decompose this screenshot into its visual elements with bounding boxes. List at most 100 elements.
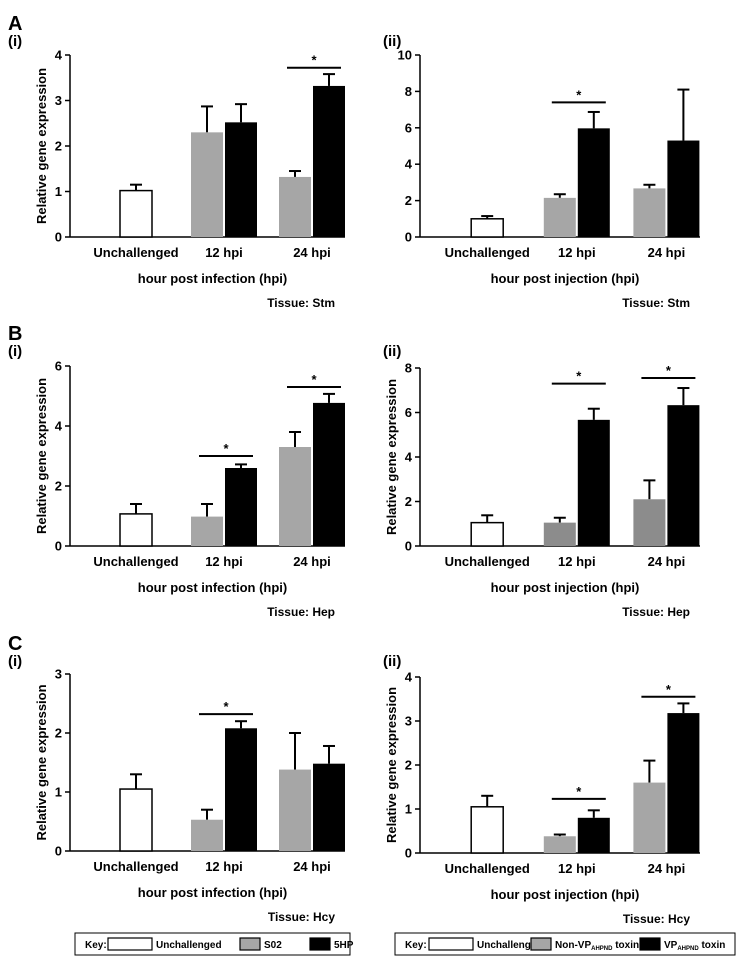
bar — [667, 405, 700, 546]
chart-panel-B-i: B(i) 0 2 4 6 Relative gene expression Unchalle… — [8, 323, 345, 619]
bar — [667, 713, 700, 853]
chart-panel-A-i: A(i) 0 1 2 3 4 Relative gene expression Unchall… — [8, 13, 345, 310]
legend-key-1: Key: Unchallenged S02 5HP — [74, 932, 354, 956]
x-axis-label: hour post infection (hpi) — [138, 885, 287, 900]
panel-label: (ii) — [383, 343, 401, 360]
x-tick-label: 24 hpi — [648, 861, 686, 876]
significance-star: * — [223, 699, 229, 714]
bar — [119, 788, 153, 852]
bar — [225, 728, 257, 851]
bar — [279, 176, 311, 237]
bar — [543, 836, 576, 853]
y-tick-label: 0 — [405, 539, 412, 554]
x-tick-label: 12 hpi — [205, 554, 243, 569]
bar — [191, 516, 223, 546]
y-axis-label: Relative gene expression — [384, 687, 399, 843]
bar — [313, 763, 345, 851]
y-axis-label: Relative gene expression — [34, 684, 49, 840]
chart-panel-C-i: C(i) 0 1 2 3 Relative gene expression Unchalle… — [8, 633, 345, 924]
x-tick-label: Unchallenged — [93, 554, 178, 569]
bar — [191, 819, 223, 851]
bar — [577, 128, 610, 237]
x-axis-label: hour post injection (hpi) — [491, 580, 640, 595]
bar — [313, 85, 345, 237]
y-tick-label: 2 — [405, 494, 412, 509]
chart-panel-C-ii: (ii) 0 1 2 3 4 Relative gene expression Unchall… — [383, 653, 700, 926]
tissue-label: Tissue: Hep — [267, 605, 335, 619]
legend-swatch — [239, 937, 261, 951]
x-tick-label: 12 hpi — [558, 245, 596, 260]
section-letter: A — [8, 13, 22, 35]
section-letter: B — [8, 323, 22, 345]
x-tick-label: 12 hpi — [558, 554, 596, 569]
x-axis-label: hour post injection (hpi) — [491, 271, 640, 286]
x-tick-label: Unchallenged — [93, 245, 178, 260]
significance-star: * — [666, 363, 672, 378]
y-axis-label: Relative gene expression — [384, 379, 399, 535]
panel-label: (i) — [8, 33, 22, 50]
panel-label: (ii) — [383, 33, 401, 50]
tissue-label: Tissue: Hcy — [268, 910, 335, 924]
x-tick-label: 12 hpi — [205, 245, 243, 260]
significance-star: * — [666, 682, 672, 697]
y-tick-label: 3 — [55, 93, 62, 108]
x-tick-label: 12 hpi — [558, 861, 596, 876]
significance-star: * — [576, 784, 582, 799]
legend-swatch — [107, 937, 153, 951]
bar — [279, 769, 311, 851]
significance-star: * — [576, 369, 582, 384]
bar — [543, 522, 576, 546]
section-letter: C — [8, 633, 22, 655]
bar — [470, 521, 504, 547]
y-tick-label: 0 — [405, 230, 412, 245]
bar — [191, 132, 223, 237]
y-tick-label: 6 — [405, 120, 412, 135]
y-tick-label: 10 — [398, 48, 412, 63]
y-tick-label: 2 — [405, 193, 412, 208]
legend-label: Unchallenged — [156, 940, 222, 951]
bar — [225, 468, 257, 546]
y-tick-label: 3 — [55, 667, 62, 682]
y-tick-label: 6 — [405, 405, 412, 420]
legend-label: 5HP — [334, 940, 354, 951]
x-tick-label: 24 hpi — [293, 859, 331, 874]
legend-swatch — [428, 937, 474, 951]
bar — [577, 419, 610, 546]
y-tick-label: 0 — [55, 844, 62, 859]
bar — [313, 402, 345, 546]
bar — [225, 122, 257, 237]
y-tick-label: 2 — [55, 479, 62, 494]
bar — [543, 197, 576, 237]
y-tick-label: 4 — [405, 450, 413, 465]
bar — [633, 188, 666, 237]
y-tick-label: 4 — [405, 670, 413, 685]
x-tick-label: Unchallenged — [445, 861, 530, 876]
x-tick-label: 24 hpi — [293, 245, 331, 260]
legend-label: Unchallenged — [477, 940, 543, 951]
legend-label: S02 — [264, 940, 282, 951]
x-tick-label: 24 hpi — [648, 245, 686, 260]
x-tick-label: Unchallenged — [93, 859, 178, 874]
panel-label: (i) — [8, 343, 22, 360]
x-tick-label: 24 hpi — [648, 554, 686, 569]
tissue-label: Tissue: Hep — [622, 605, 690, 619]
bar — [119, 513, 153, 547]
y-tick-label: 3 — [405, 714, 412, 729]
bar — [279, 447, 311, 546]
y-tick-label: 4 — [55, 419, 63, 434]
y-tick-label: 4 — [55, 48, 63, 63]
legend-key-2: Key: Unchallenged Non-VPAHPND toxin VPAHPND… — [394, 932, 736, 956]
chart-panel-B-ii: (ii) 0 2 4 6 8 Relative gene expression Unchall… — [383, 343, 700, 619]
tissue-label: Tissue: Hcy — [623, 912, 690, 926]
bar — [667, 140, 700, 237]
y-tick-label: 8 — [405, 84, 412, 99]
x-tick-label: 12 hpi — [205, 859, 243, 874]
legend-swatch — [639, 937, 661, 951]
x-axis-label: hour post infection (hpi) — [138, 271, 287, 286]
y-tick-label: 6 — [55, 359, 62, 374]
y-tick-label: 0 — [405, 846, 412, 861]
y-tick-label: 0 — [55, 539, 62, 554]
tissue-label: Tissue: Stm — [267, 296, 335, 310]
significance-star: * — [311, 53, 317, 68]
